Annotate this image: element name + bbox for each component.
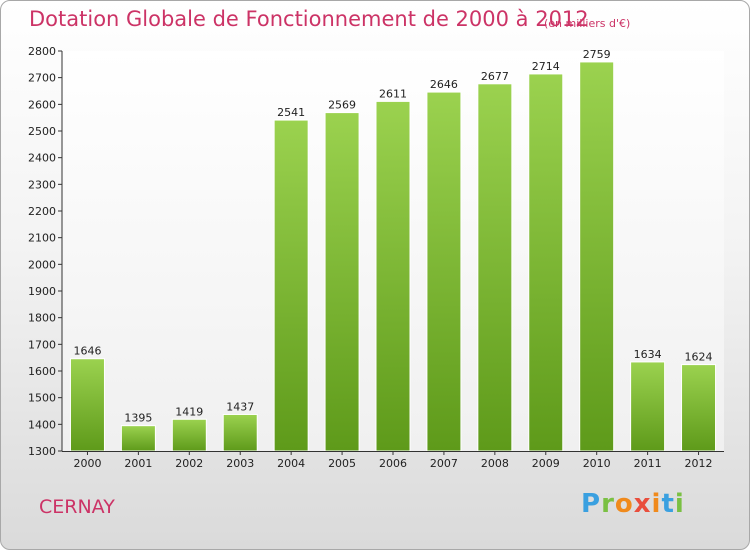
bar-2000 bbox=[69, 358, 105, 452]
y-tick-label: 1300 bbox=[28, 445, 56, 458]
x-tick-label-2010: 2010 bbox=[583, 457, 611, 470]
x-tick-label-2011: 2011 bbox=[634, 457, 662, 470]
y-tick-label: 2800 bbox=[28, 45, 56, 58]
value-label-2003: 1437 bbox=[226, 400, 254, 413]
bar-2004 bbox=[273, 119, 309, 452]
y-tick-label: 2400 bbox=[28, 152, 56, 165]
bar-2002 bbox=[171, 418, 207, 452]
proxiti-logo: Proxiti bbox=[581, 489, 685, 519]
value-label-2007: 2646 bbox=[430, 78, 458, 91]
y-tick-label: 2100 bbox=[28, 232, 56, 245]
y-tick-label: 2500 bbox=[28, 125, 56, 138]
bar-2011 bbox=[630, 361, 666, 452]
x-tick-label-2002: 2002 bbox=[175, 457, 203, 470]
y-tick-label: 2600 bbox=[28, 98, 56, 111]
y-tick-label: 1400 bbox=[28, 418, 56, 431]
y-tick-label: 2000 bbox=[28, 258, 56, 271]
bar-2009 bbox=[528, 73, 564, 452]
value-label-2008: 2677 bbox=[481, 70, 509, 83]
bar-2006 bbox=[375, 100, 411, 452]
x-tick-label-2003: 2003 bbox=[226, 457, 254, 470]
y-tick-label: 2200 bbox=[28, 205, 56, 218]
bar-2010 bbox=[579, 61, 615, 452]
value-label-2004: 2541 bbox=[277, 106, 305, 119]
y-tick-label: 1500 bbox=[28, 392, 56, 405]
y-tick-label: 2700 bbox=[28, 72, 56, 85]
value-label-2006: 2611 bbox=[379, 87, 407, 100]
x-tick-label-2007: 2007 bbox=[430, 457, 458, 470]
bar-2001 bbox=[120, 425, 156, 452]
value-label-2010: 2759 bbox=[583, 48, 611, 61]
y-tick-label: 2300 bbox=[28, 178, 56, 191]
y-tick-label: 1900 bbox=[28, 285, 56, 298]
x-tick-label-2009: 2009 bbox=[532, 457, 560, 470]
chart-unit: (en milliers d'€) bbox=[544, 17, 631, 30]
value-label-2001: 1395 bbox=[124, 412, 152, 425]
bar-2003 bbox=[222, 413, 258, 452]
value-label-2002: 1419 bbox=[175, 405, 203, 418]
bar-2007 bbox=[426, 91, 462, 452]
value-label-2000: 1646 bbox=[73, 345, 101, 358]
x-tick-label-2012: 2012 bbox=[685, 457, 713, 470]
x-tick-label-2001: 2001 bbox=[124, 457, 152, 470]
bar-2012 bbox=[681, 364, 717, 452]
city-name: CERNAY bbox=[39, 496, 115, 518]
bar-2008 bbox=[477, 83, 513, 452]
value-label-2009: 2714 bbox=[532, 60, 560, 73]
x-tick-label-2006: 2006 bbox=[379, 457, 407, 470]
chart-title: Dotation Globale de Fonctionnement de 20… bbox=[29, 7, 589, 31]
value-label-2012: 1624 bbox=[685, 351, 713, 364]
x-tick-label-2004: 2004 bbox=[277, 457, 305, 470]
bar-2005 bbox=[324, 112, 360, 452]
y-tick-label: 1800 bbox=[28, 312, 56, 325]
x-tick-label-2005: 2005 bbox=[328, 457, 356, 470]
value-label-2011: 1634 bbox=[634, 348, 662, 361]
y-tick-label: 1700 bbox=[28, 338, 56, 351]
x-tick-label-2000: 2000 bbox=[73, 457, 101, 470]
value-label-2005: 2569 bbox=[328, 99, 356, 112]
x-tick-label-2008: 2008 bbox=[481, 457, 509, 470]
y-tick-label: 1600 bbox=[28, 365, 56, 378]
